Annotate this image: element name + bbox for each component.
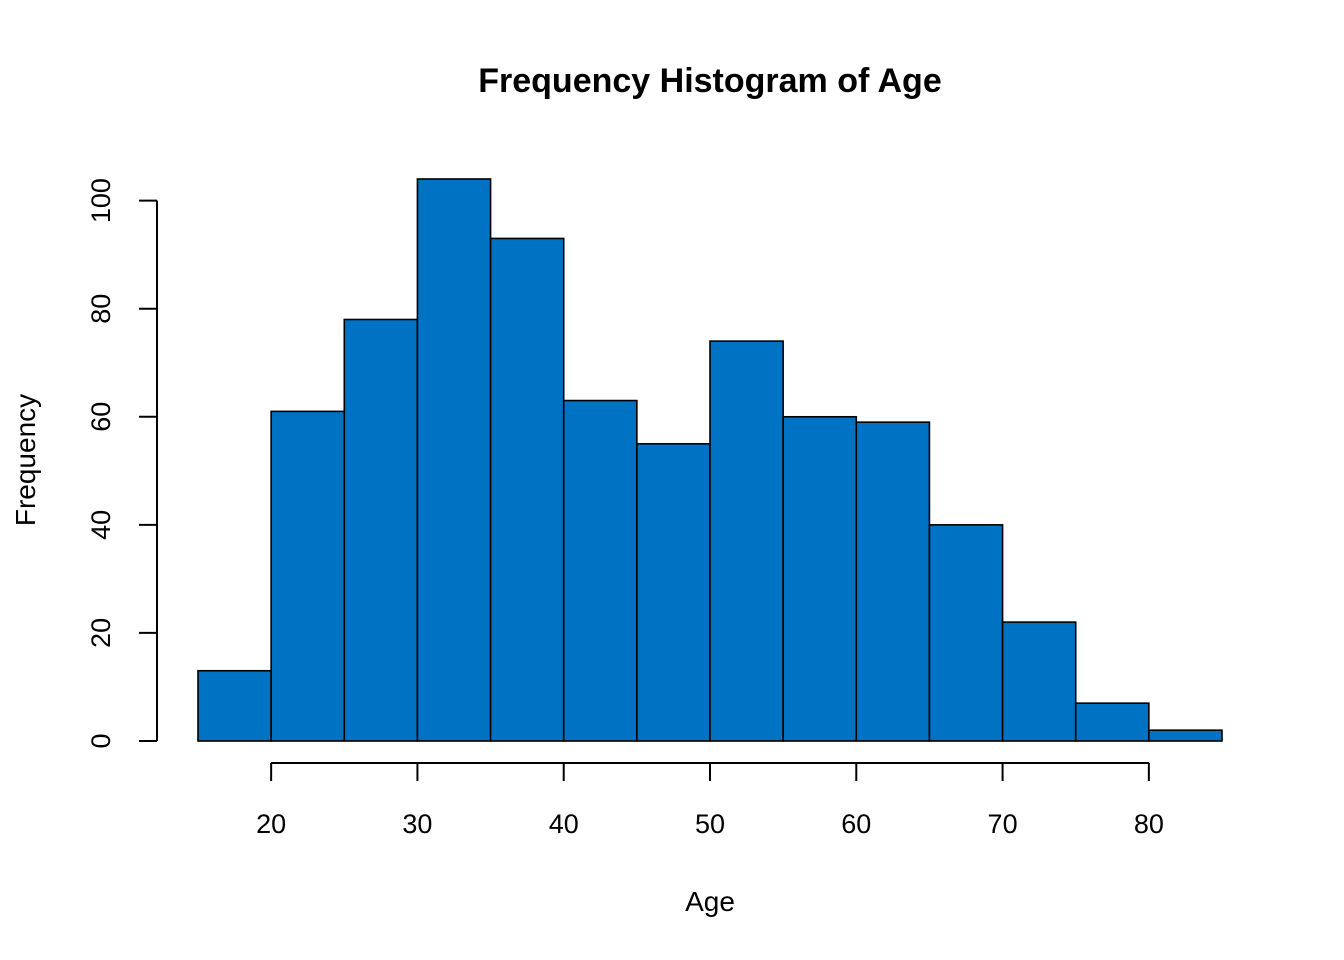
x-axis: 20 30 40 50 60 70 80 [256,762,1164,839]
y-tick-label-100: 100 [86,178,116,223]
histogram-bar-25-30 [343,318,419,742]
x-tick-label-60: 60 [841,809,871,839]
x-tick-label-20: 20 [256,809,286,839]
histogram-bar-15-20 [197,669,272,742]
x-axis-title: Age [685,886,735,917]
x-tick-label-30: 30 [402,809,432,839]
histogram-bar-50-55 [709,340,784,742]
histogram-bar-80-85 [1148,729,1223,742]
y-tick-label-0: 0 [86,733,116,748]
histogram-bar-20-25 [270,410,346,742]
histogram-bar-60-65 [855,421,931,742]
x-tick-label-80: 80 [1134,809,1164,839]
histogram-bar-70-75 [1001,621,1077,742]
histogram-bar-35-40 [489,237,565,742]
bars-group [197,178,1223,742]
histogram-bar-40-45 [562,399,638,742]
chart-title: Frequency Histogram of Age [478,62,941,100]
x-tick-label-50: 50 [695,809,725,839]
histogram-bar-45-50 [636,442,711,742]
y-tick-label-20: 20 [86,618,116,648]
y-tick-label-60: 60 [86,402,116,432]
histogram-bar-55-60 [782,415,858,742]
histogram-bar-30-35 [416,178,492,742]
y-tick-label-80: 80 [86,294,116,324]
y-axis: 0 20 40 60 80 100 [86,178,158,749]
histogram-bar-75-80 [1074,702,1150,742]
histogram-bar-65-70 [928,524,1004,742]
y-axis-title: Frequency [10,394,41,526]
y-tick-label-40: 40 [86,510,116,540]
x-tick-label-40: 40 [549,809,579,839]
x-tick-label-70: 70 [988,809,1018,839]
